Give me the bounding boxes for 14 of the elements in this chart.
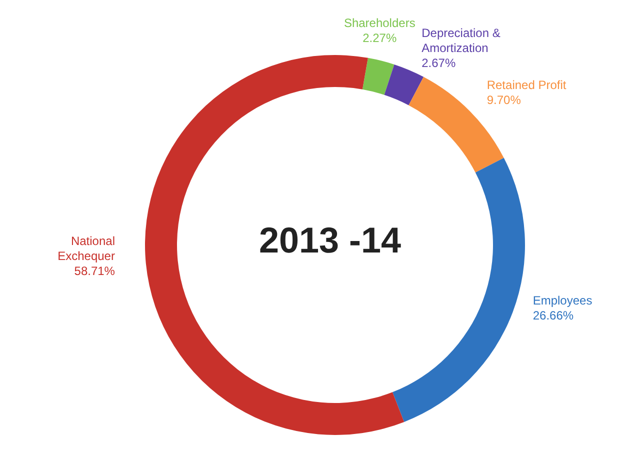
data-label: 2.27% <box>362 31 397 46</box>
donut-slice <box>384 64 424 106</box>
slice-label: Employees <box>532 294 592 308</box>
donut-slice <box>362 58 394 95</box>
donut-slice <box>145 55 404 435</box>
text: 2013 -14 <box>258 220 402 260</box>
slice-label: Retained Profit <box>486 78 567 92</box>
data-label: 9.70% <box>486 92 522 107</box>
data-label: 26.66% <box>532 308 574 323</box>
data-label: 2.67% <box>422 56 456 70</box>
data-label: 58.71% <box>74 264 116 278</box>
slice-label: Depreciation & Amortization <box>422 26 500 56</box>
slice-label: Shareholders <box>344 16 416 30</box>
slice-label: National Exchequer <box>58 234 115 264</box>
